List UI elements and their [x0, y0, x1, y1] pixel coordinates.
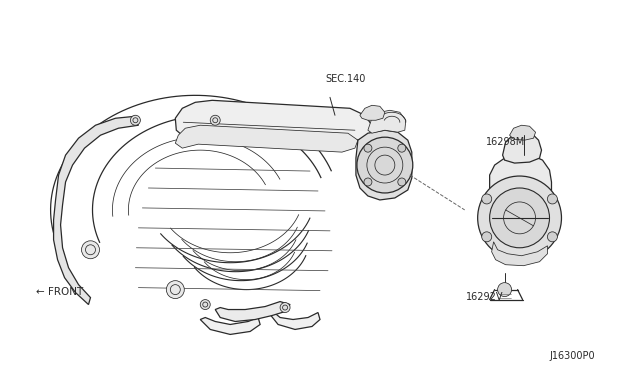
Circle shape	[364, 144, 372, 152]
Polygon shape	[356, 130, 412, 200]
Text: J16300P0: J16300P0	[550, 352, 596, 362]
Text: SEC.140: SEC.140	[325, 74, 365, 84]
Text: ← FRONT: ← FRONT	[36, 286, 83, 296]
Circle shape	[547, 194, 557, 204]
Polygon shape	[502, 132, 541, 163]
Polygon shape	[200, 318, 260, 334]
Circle shape	[482, 194, 492, 204]
Text: 16292V: 16292V	[466, 292, 503, 302]
Circle shape	[477, 176, 561, 260]
Circle shape	[210, 115, 220, 125]
Circle shape	[280, 302, 290, 312]
Polygon shape	[175, 100, 372, 140]
Polygon shape	[54, 116, 138, 305]
Circle shape	[498, 283, 511, 296]
Circle shape	[364, 178, 372, 186]
Circle shape	[357, 137, 413, 193]
Polygon shape	[368, 110, 406, 133]
Circle shape	[200, 299, 210, 310]
Circle shape	[131, 115, 140, 125]
Text: 16298M: 16298M	[486, 137, 525, 147]
Polygon shape	[492, 242, 547, 266]
Polygon shape	[490, 155, 552, 258]
Polygon shape	[509, 125, 536, 140]
Circle shape	[81, 241, 99, 259]
Polygon shape	[215, 302, 290, 321]
Polygon shape	[175, 125, 358, 152]
Circle shape	[398, 178, 406, 186]
Polygon shape	[270, 312, 320, 330]
Circle shape	[166, 280, 184, 299]
Circle shape	[398, 144, 406, 152]
Circle shape	[547, 232, 557, 242]
Circle shape	[490, 188, 550, 248]
Circle shape	[482, 232, 492, 242]
Polygon shape	[360, 105, 385, 120]
